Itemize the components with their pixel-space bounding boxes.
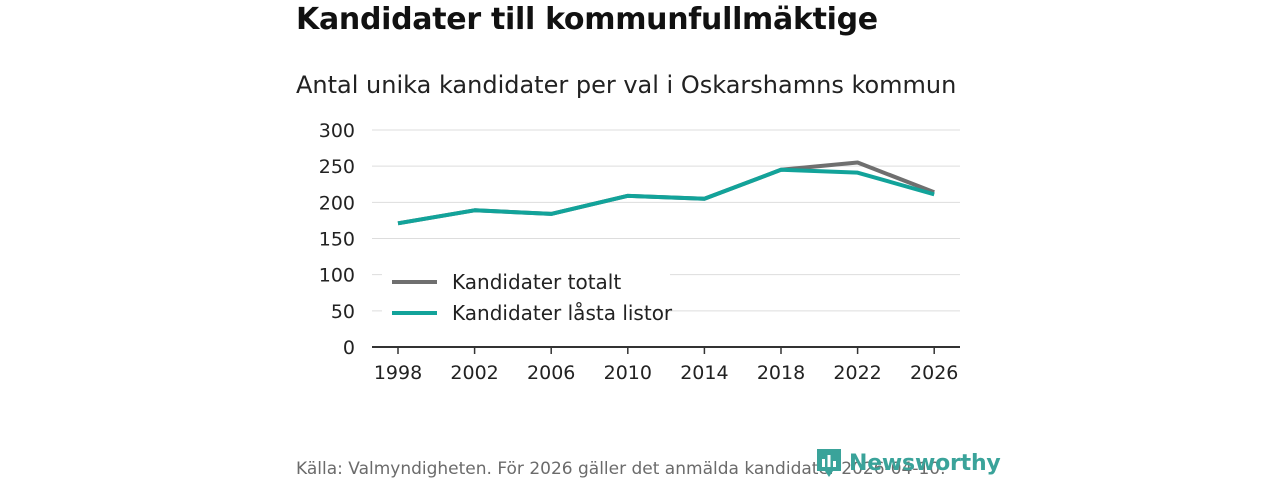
legend-label: Kandidater totalt <box>452 270 621 294</box>
y-tick-label: 0 <box>343 337 355 359</box>
newsworthy-logo-icon <box>817 449 841 477</box>
y-tick-label: 150 <box>319 229 355 251</box>
y-axis-ticks: 0 50 100 150 200 250 300 <box>319 120 355 359</box>
x-tick-label: 2010 <box>604 362 652 384</box>
x-tick-label: 2006 <box>527 362 575 384</box>
x-tick-label: 2014 <box>680 362 728 384</box>
y-tick-label: 50 <box>331 301 355 323</box>
x-axis-ticks: 1998 2002 2006 2010 2014 2018 2022 2026 <box>374 347 958 384</box>
x-tick-label: 2022 <box>833 362 881 384</box>
chart-title: Kandidater till kommunfullmäktige <box>296 2 878 37</box>
x-tick-label: 2002 <box>450 362 498 384</box>
chart-subtitle: Antal unika kandidater per val i Oskarsh… <box>296 71 957 99</box>
newsworthy-logo-text: Newsworthy <box>849 450 1001 476</box>
series-lines <box>397 160 935 226</box>
x-tick-label: 1998 <box>374 362 422 384</box>
y-tick-label: 100 <box>319 265 355 287</box>
x-tick-label: 2018 <box>757 362 805 384</box>
legend-label: Kandidater låsta listor <box>452 301 673 325</box>
x-tick-label: 2026 <box>910 362 958 384</box>
legend-background <box>382 264 670 330</box>
series-line-locked-lists <box>397 167 935 226</box>
source-note: Källa: Valmyndigheten. För 2026 gäller d… <box>296 459 946 479</box>
newsworthy-logo: Newsworthy <box>815 447 1001 479</box>
y-tick-label: 300 <box>319 120 355 142</box>
y-tick-label: 200 <box>319 192 355 214</box>
y-tick-label: 250 <box>319 156 355 178</box>
legend: Kandidater totalt Kandidater låsta listor <box>382 264 673 330</box>
